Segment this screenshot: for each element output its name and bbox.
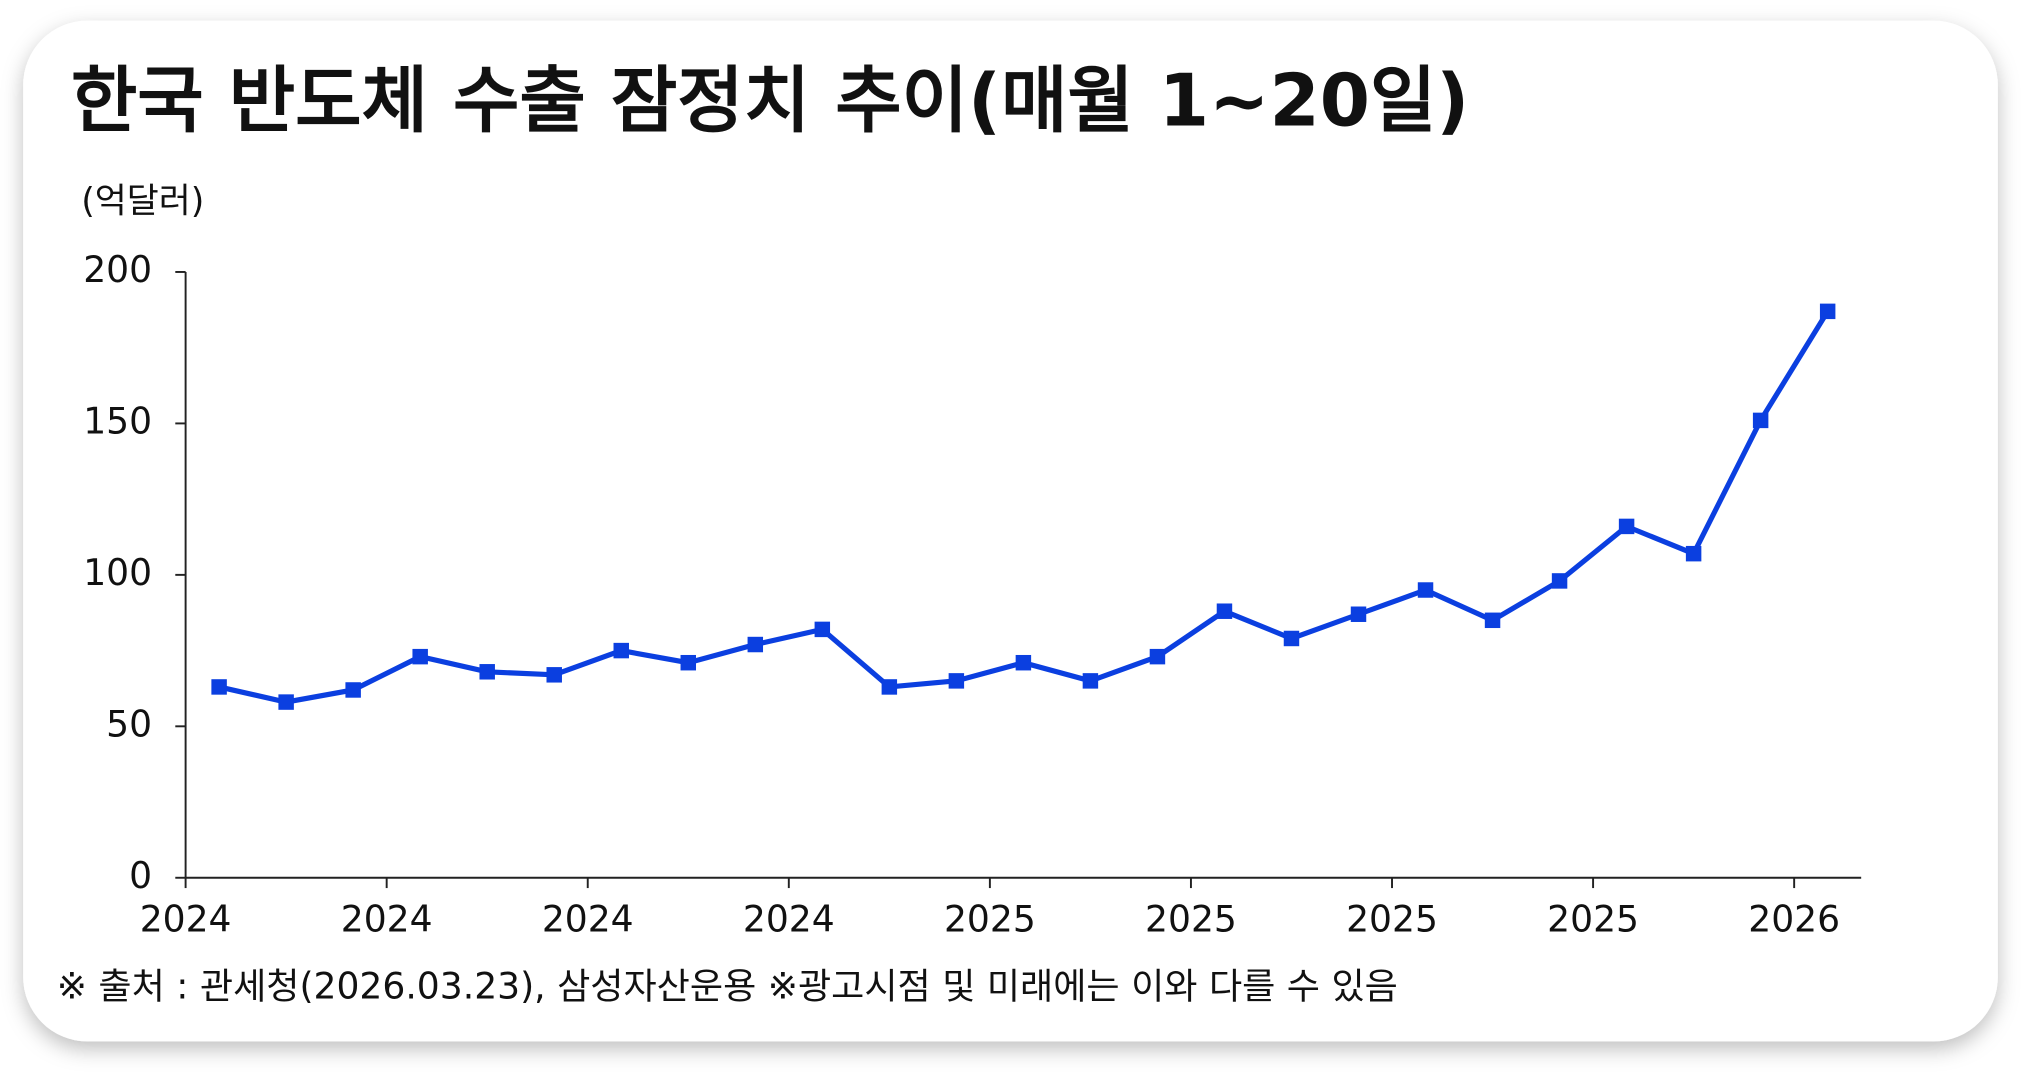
data-point: [1149, 648, 1166, 665]
data-point: [613, 642, 629, 659]
data-point: [1685, 545, 1702, 562]
data-point: [680, 654, 697, 671]
data-point: [1819, 303, 1836, 320]
x-tick-label: 2025: [1145, 899, 1237, 941]
data-point: [1216, 603, 1233, 619]
x-tick-label: 2025: [1346, 899, 1438, 941]
source-note: ※ 출처 : 관세청(2026.03.23), 삼성자산운용 ※광고시점 및 미…: [57, 966, 1398, 1008]
x-tick-label: 2025: [1547, 899, 1639, 941]
data-point: [1283, 630, 1300, 647]
card: [23, 20, 1998, 1042]
data-point: [948, 673, 965, 689]
data-point: [412, 648, 428, 665]
data-point: [546, 667, 562, 683]
data-point: [1752, 412, 1769, 429]
x-tick-label: 2024: [140, 899, 232, 941]
data-point: [479, 664, 495, 680]
x-tick-label: 2024: [743, 899, 835, 941]
x-tick-label: 2026: [1748, 899, 1840, 941]
data-point: [747, 636, 764, 653]
data-point: [1484, 612, 1501, 629]
y-tick-label: 0: [129, 855, 152, 897]
y-axis-label: (억달러): [81, 181, 204, 221]
chart-title: 한국 반도체 수출 잠정치 추이(매월 1~20일): [71, 60, 1469, 144]
x-tick-label: 2024: [341, 899, 433, 941]
x-tick-label: 2025: [944, 899, 1036, 941]
data-point: [814, 621, 831, 638]
data-point: [1350, 606, 1367, 622]
data-point: [1082, 673, 1099, 689]
data-point: [1618, 518, 1635, 535]
data-point: [345, 682, 361, 698]
x-tick-label: 2024: [542, 899, 634, 941]
y-tick-label: 200: [83, 249, 152, 291]
data-point: [881, 679, 898, 695]
data-point: [1015, 654, 1032, 671]
y-tick-label: 150: [83, 400, 152, 442]
data-point: [278, 694, 294, 710]
y-tick-label: 100: [83, 552, 152, 594]
y-tick-label: 50: [106, 703, 152, 745]
data-point: [1551, 573, 1568, 589]
data-point: [211, 679, 227, 695]
data-point: [1417, 582, 1434, 598]
